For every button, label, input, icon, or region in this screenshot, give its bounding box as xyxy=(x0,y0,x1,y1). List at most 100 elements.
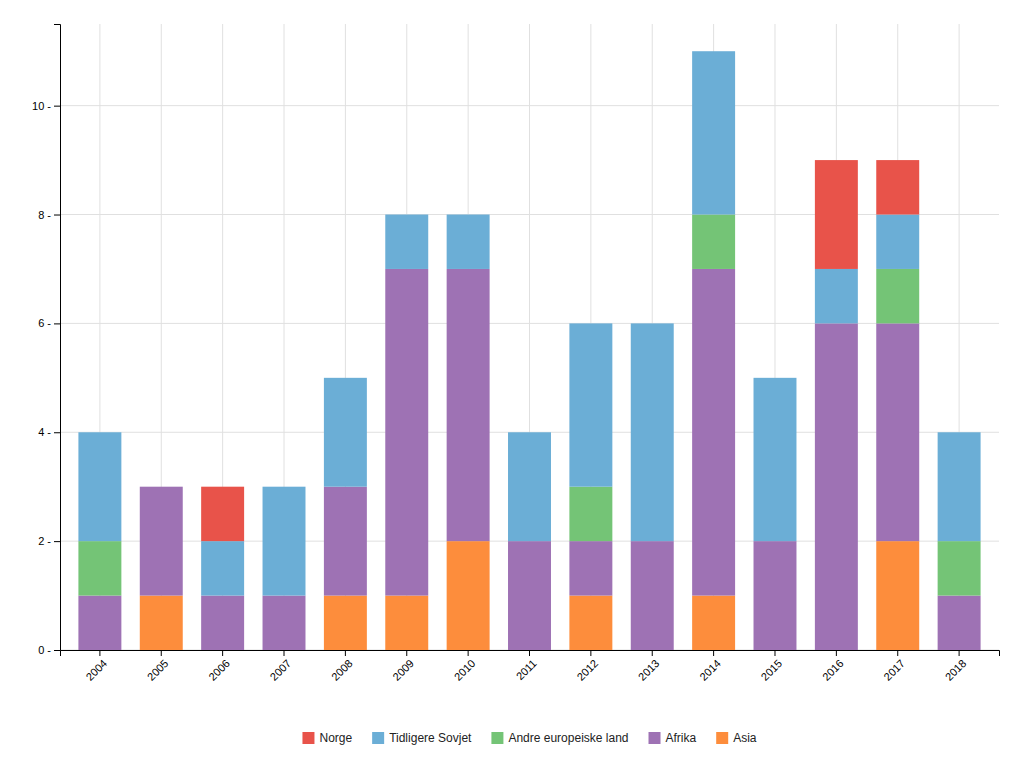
bar xyxy=(140,486,183,487)
bar xyxy=(385,269,428,596)
legend-label: Norge xyxy=(319,731,352,745)
bar xyxy=(447,541,490,650)
x-tick-mark xyxy=(99,650,100,656)
bar xyxy=(569,323,612,486)
x-tick-label: 2005 xyxy=(145,657,171,683)
bars xyxy=(78,51,980,650)
bar-series xyxy=(78,269,980,650)
bar xyxy=(631,541,674,650)
x-tick-label: 2015 xyxy=(759,657,785,683)
bar xyxy=(631,323,674,541)
bar xyxy=(447,269,490,541)
bar-series xyxy=(201,160,919,541)
y-tick: 6 - xyxy=(38,317,60,329)
legend-label: Andre europeiske land xyxy=(508,731,628,745)
bar xyxy=(263,486,306,487)
bar xyxy=(508,432,551,433)
bar xyxy=(938,541,981,595)
y-tick: 4 - xyxy=(38,426,60,438)
y-tick-label: 2 - xyxy=(38,535,51,547)
bar xyxy=(447,215,490,269)
y-tick-mark xyxy=(54,106,60,107)
x-tick-mark xyxy=(959,650,960,656)
bar xyxy=(569,596,612,650)
x-tick-label: 2013 xyxy=(636,657,662,683)
x-tick-label: 2017 xyxy=(881,657,907,683)
bar xyxy=(78,432,121,433)
x-tick-label: 2012 xyxy=(574,657,600,683)
bar xyxy=(631,323,674,324)
bar xyxy=(938,432,981,541)
bar xyxy=(78,541,121,595)
x-tick-mark xyxy=(713,650,714,656)
bar xyxy=(324,377,367,378)
y-tick: 10 - xyxy=(32,100,60,112)
bar xyxy=(263,487,306,596)
bar xyxy=(385,214,428,215)
bar xyxy=(692,269,735,596)
x-tick-label: 2010 xyxy=(452,657,478,683)
x-tick-label: 2008 xyxy=(329,657,355,683)
y-tick-mark xyxy=(54,215,60,216)
bar xyxy=(201,487,244,541)
bar-series xyxy=(78,215,980,596)
bar xyxy=(876,160,919,214)
bar xyxy=(876,215,919,269)
x-tick: 2005 xyxy=(145,650,171,683)
bar xyxy=(508,432,551,541)
x-tick: 2007 xyxy=(268,650,294,683)
legend-item: Norge xyxy=(302,731,352,745)
x-tick: 2006 xyxy=(206,650,232,683)
bar xyxy=(385,215,428,269)
bar xyxy=(324,378,367,487)
legend-item: Afrika xyxy=(649,731,697,745)
legend-swatch xyxy=(302,732,314,744)
legend-swatch xyxy=(491,732,503,744)
x-tick-mark xyxy=(284,650,285,656)
x-tick-mark xyxy=(897,650,898,656)
x-tick: 2013 xyxy=(636,650,662,683)
x-tick-mark xyxy=(161,650,162,656)
bar xyxy=(140,487,183,596)
x-tick-label: 2007 xyxy=(268,657,294,683)
bar-series xyxy=(140,541,919,650)
x-tick: 2017 xyxy=(881,650,907,683)
bar xyxy=(815,160,858,269)
bar xyxy=(938,432,981,433)
x-tick-label: 2004 xyxy=(83,657,109,683)
y-tick-mark xyxy=(54,323,60,324)
y-tick-label: 4 - xyxy=(38,426,51,438)
x-tick: 2010 xyxy=(452,650,478,683)
bar xyxy=(692,51,735,52)
y-tick-mark xyxy=(54,541,60,542)
y-tick: 8 - xyxy=(38,209,60,221)
bar xyxy=(754,541,797,650)
bar xyxy=(385,596,428,650)
x-tick-label: 2006 xyxy=(206,657,232,683)
bar xyxy=(754,378,797,541)
x-tick-mark xyxy=(406,650,407,656)
bar xyxy=(201,541,244,595)
bar xyxy=(140,596,183,650)
y-tick-label: 0 - xyxy=(38,644,51,656)
y-tick-label: 8 - xyxy=(38,209,51,221)
bar xyxy=(263,596,306,650)
x-tick: 2016 xyxy=(820,650,846,683)
y-axis: 0 - 2 - 4 - 6 - 8 - 10 - xyxy=(32,25,60,657)
bar xyxy=(876,269,919,323)
x-tick-mark xyxy=(468,650,469,656)
x-tick: 2008 xyxy=(329,650,355,683)
legend-label: Asia xyxy=(733,731,757,745)
bar xyxy=(815,323,858,650)
y-axis-line xyxy=(54,25,61,651)
bar-series xyxy=(78,51,980,595)
x-tick: 2009 xyxy=(390,650,416,683)
legend-swatch xyxy=(716,732,728,744)
legend-item: Andre europeiske land xyxy=(491,731,628,745)
x-tick-label: 2009 xyxy=(390,657,416,683)
x-tick: 2004 xyxy=(83,650,109,683)
bar xyxy=(447,214,490,215)
bar xyxy=(140,486,183,487)
bar xyxy=(508,541,551,650)
x-axis: 2004200520062007200820092010201120122013… xyxy=(61,650,1000,683)
